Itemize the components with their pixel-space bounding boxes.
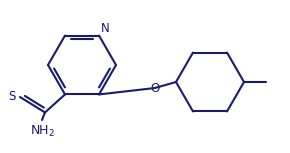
Text: O: O xyxy=(151,82,160,95)
Text: S: S xyxy=(9,91,16,103)
Text: NH$_2$: NH$_2$ xyxy=(30,124,55,139)
Text: N: N xyxy=(101,22,110,35)
